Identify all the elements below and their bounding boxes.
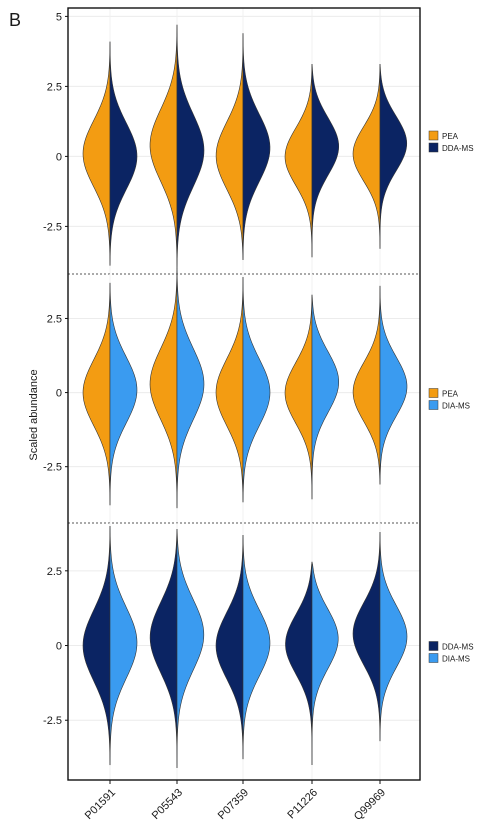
y-tick-label: -2.5	[43, 715, 62, 727]
legend-label: DDA-MS	[442, 144, 474, 153]
panels: -2.5 0 2.5 5 -2.5 0 2.5 -2.5 0 2.5	[43, 8, 420, 780]
y-axis-label: Scaled abundance	[28, 369, 40, 460]
y-tick-label: 0	[56, 388, 62, 400]
legend-swatch	[428, 400, 439, 410]
violin-Q99969-PEA	[352, 63, 381, 249]
panel-3: -2.5 0 2.5	[43, 523, 420, 780]
legend-swatch	[428, 388, 439, 398]
legend-panel-3: DDA-MS DIA-MS	[428, 641, 474, 664]
legend-label: DIA-MS	[442, 402, 470, 411]
panel-1: -2.5 0 2.5 5	[43, 8, 420, 274]
y-tick-label: 5	[56, 11, 62, 23]
violin-P05543-DIA-MS	[176, 528, 205, 769]
violin-P01591-DIA-MS	[109, 282, 138, 506]
x-tick-label: P07359	[216, 787, 251, 822]
y-tick-label: 2.5	[47, 81, 62, 93]
legend-label: DIA-MS	[442, 655, 470, 664]
violin-P01591-DDA-MS	[109, 41, 138, 266]
legend-swatch	[428, 653, 439, 663]
violin-P07359-PEA	[215, 276, 244, 503]
violin-Q99969-PEA	[352, 285, 381, 485]
violin-P01591-DIA-MS	[109, 525, 138, 766]
plot-frame	[67, 7, 421, 781]
x-tick-label: P11226	[285, 787, 320, 822]
panel-2: -2.5 0 2.5	[43, 268, 420, 523]
y-tick-label: 2.5	[47, 313, 62, 325]
violin-P11226-DDA-MS	[285, 561, 313, 766]
violin-P01591-PEA	[82, 41, 111, 266]
violin-Q99969-DDA-MS	[352, 531, 381, 742]
violin-P07359-DIA-MS	[242, 276, 271, 503]
y-tick-label: -2.5	[43, 462, 62, 474]
violin-P07359-DDA-MS	[242, 33, 271, 261]
violin-P05543-DDA-MS	[149, 528, 178, 769]
legend-label: PEA	[442, 390, 459, 399]
violin-P01591-DDA-MS	[82, 525, 111, 766]
violin-P11226-DDA-MS	[311, 63, 340, 258]
x-axis: P01591 P05543 P07359 P11226 Q99969	[83, 780, 388, 823]
violin-P11226-DIA-MS	[311, 294, 340, 500]
legend-swatch	[428, 130, 439, 141]
violin-P05543-DIA-MS	[176, 268, 205, 509]
legend-panel-1: PEA DDA-MS	[428, 130, 474, 153]
violin-P07359-DDA-MS	[215, 534, 244, 760]
violin-Q99969-DIA-MS	[379, 285, 408, 485]
violin-Q99969-DDA-MS	[379, 63, 408, 249]
x-tick-label: P01591	[83, 787, 118, 822]
violin-P01591-PEA	[82, 282, 111, 506]
violin-Q99969-DIA-MS	[379, 531, 408, 742]
legends: PEA DDA-MS PEA DIA-MS DDA-MS DIA-MS	[428, 130, 474, 664]
violin-P05543-PEA	[149, 24, 178, 269]
legend-swatch	[428, 641, 439, 651]
violin-P11226-PEA	[284, 63, 313, 258]
y-tick-label: -2.5	[43, 221, 62, 233]
x-tick-label: P05543	[150, 787, 185, 822]
violin-P11226-DIA-MS	[311, 561, 339, 766]
violin-P07359-PEA	[215, 33, 244, 261]
violin-P07359-DIA-MS	[242, 534, 271, 760]
y-tick-label: 0	[56, 151, 62, 163]
legend-label: DDA-MS	[442, 643, 474, 652]
violin-P05543-PEA	[149, 268, 178, 509]
legend-panel-2: PEA DIA-MS	[428, 388, 470, 411]
y-tick-label: 2.5	[47, 566, 62, 578]
legend-label: PEA	[442, 132, 459, 141]
violin-P05543-DDA-MS	[176, 24, 205, 269]
x-tick-label: Q99969	[352, 787, 388, 823]
panel-letter: B	[9, 10, 21, 30]
legend-swatch	[428, 142, 439, 153]
violin-P11226-PEA	[284, 294, 313, 500]
y-tick-label: 0	[56, 641, 62, 653]
